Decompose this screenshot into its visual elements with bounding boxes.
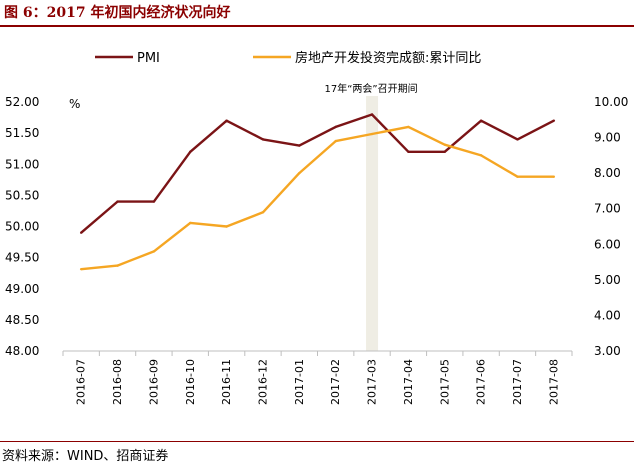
x-tick-label: 2017-02 <box>329 359 342 405</box>
y-right-tick-label: 3.00 <box>594 344 621 358</box>
y-left-tick-label: 48.50 <box>5 313 39 327</box>
investment-point <box>334 139 337 143</box>
investment-point <box>516 175 519 178</box>
x-tick-label: 2017-08 <box>547 359 560 405</box>
investment-point <box>79 267 83 271</box>
investment-point <box>552 175 556 178</box>
title-divider <box>0 25 634 27</box>
x-tick-label: 2017-01 <box>293 359 306 405</box>
pmi-point <box>189 150 192 153</box>
x-tick-label: 2016-10 <box>184 359 197 405</box>
pmi-point <box>334 125 337 129</box>
y-right-tick-label: 4.00 <box>594 308 621 322</box>
investment-line <box>81 125 554 271</box>
pmi-point <box>443 150 446 153</box>
source-note: 资料来源：WIND、招商证券 <box>2 449 169 464</box>
x-tick-label: 2017-05 <box>438 359 451 405</box>
x-tick-label: 2016-11 <box>220 359 233 405</box>
pmi-point <box>479 119 483 122</box>
y-left-tick-label: 52.00 <box>5 95 39 109</box>
x-tick-label: 2016-07 <box>75 359 88 405</box>
investment-point <box>370 132 374 136</box>
y-right-tick-label: 8.00 <box>594 166 621 180</box>
pmi-point <box>516 138 519 141</box>
pmi-point <box>370 113 374 116</box>
pmi-point <box>261 138 265 141</box>
investment-point <box>225 225 228 228</box>
y-right-tick-label: 5.00 <box>594 273 621 287</box>
y-right-tick-label: 7.00 <box>594 202 621 216</box>
x-tick-label: 2016-12 <box>256 359 269 405</box>
investment-point <box>407 125 410 129</box>
investment-point <box>298 171 301 175</box>
x-tick-label: 2017-07 <box>511 359 524 405</box>
y-left-unit: % <box>69 97 80 111</box>
annotation-label: 17年“两会”召开期间 <box>324 82 417 95</box>
investment-point <box>261 211 265 214</box>
y-right-tick-label: 6.00 <box>594 237 621 251</box>
y-left-tick-label: 49.50 <box>5 251 39 265</box>
y-left-tick-label: 48.00 <box>5 344 39 358</box>
pmi-point <box>116 200 119 203</box>
investment-point <box>479 154 483 157</box>
legend-label-investment: 房地产开发投资完成额:累计同比 <box>295 50 481 66</box>
y-left-tick-label: 49.00 <box>5 282 39 296</box>
pmi-point <box>225 119 228 122</box>
x-tick-label: 2016-08 <box>111 359 124 405</box>
y-left-tick-label: 51.50 <box>5 126 39 140</box>
line-chart: 17年“两会”召开期间 2016-07 2016-08 2016-09 2016-10… <box>5 50 628 405</box>
x-tick-label: 2017-03 <box>366 359 379 405</box>
annotation-band <box>366 96 379 351</box>
y-right-tick-label: 10.00 <box>594 95 628 109</box>
pmi-line <box>80 113 555 234</box>
legend-label-pmi: PMI <box>137 51 160 66</box>
investment-point <box>443 143 446 146</box>
y-left-tick-label: 51.00 <box>5 157 39 171</box>
investment-point <box>116 264 119 267</box>
source-divider <box>0 441 634 442</box>
x-tick-label: 2017-06 <box>475 359 488 405</box>
x-tick-label: 2017-04 <box>402 359 415 405</box>
y-left-tick-label: 50.50 <box>5 188 39 202</box>
y-right-tick-label: 9.00 <box>594 131 621 145</box>
pmi-point <box>407 150 410 153</box>
investment-point <box>152 250 156 253</box>
figure-title: 图 6：2017 年初国内经济状况向好 <box>4 5 231 21</box>
investment-point <box>189 221 192 225</box>
y-left-tick-label: 50.00 <box>5 220 39 234</box>
pmi-point <box>79 231 83 234</box>
pmi-point <box>552 119 556 122</box>
pmi-point <box>152 200 156 203</box>
pmi-point <box>298 144 301 147</box>
x-tick-label: 2016-09 <box>147 359 160 405</box>
